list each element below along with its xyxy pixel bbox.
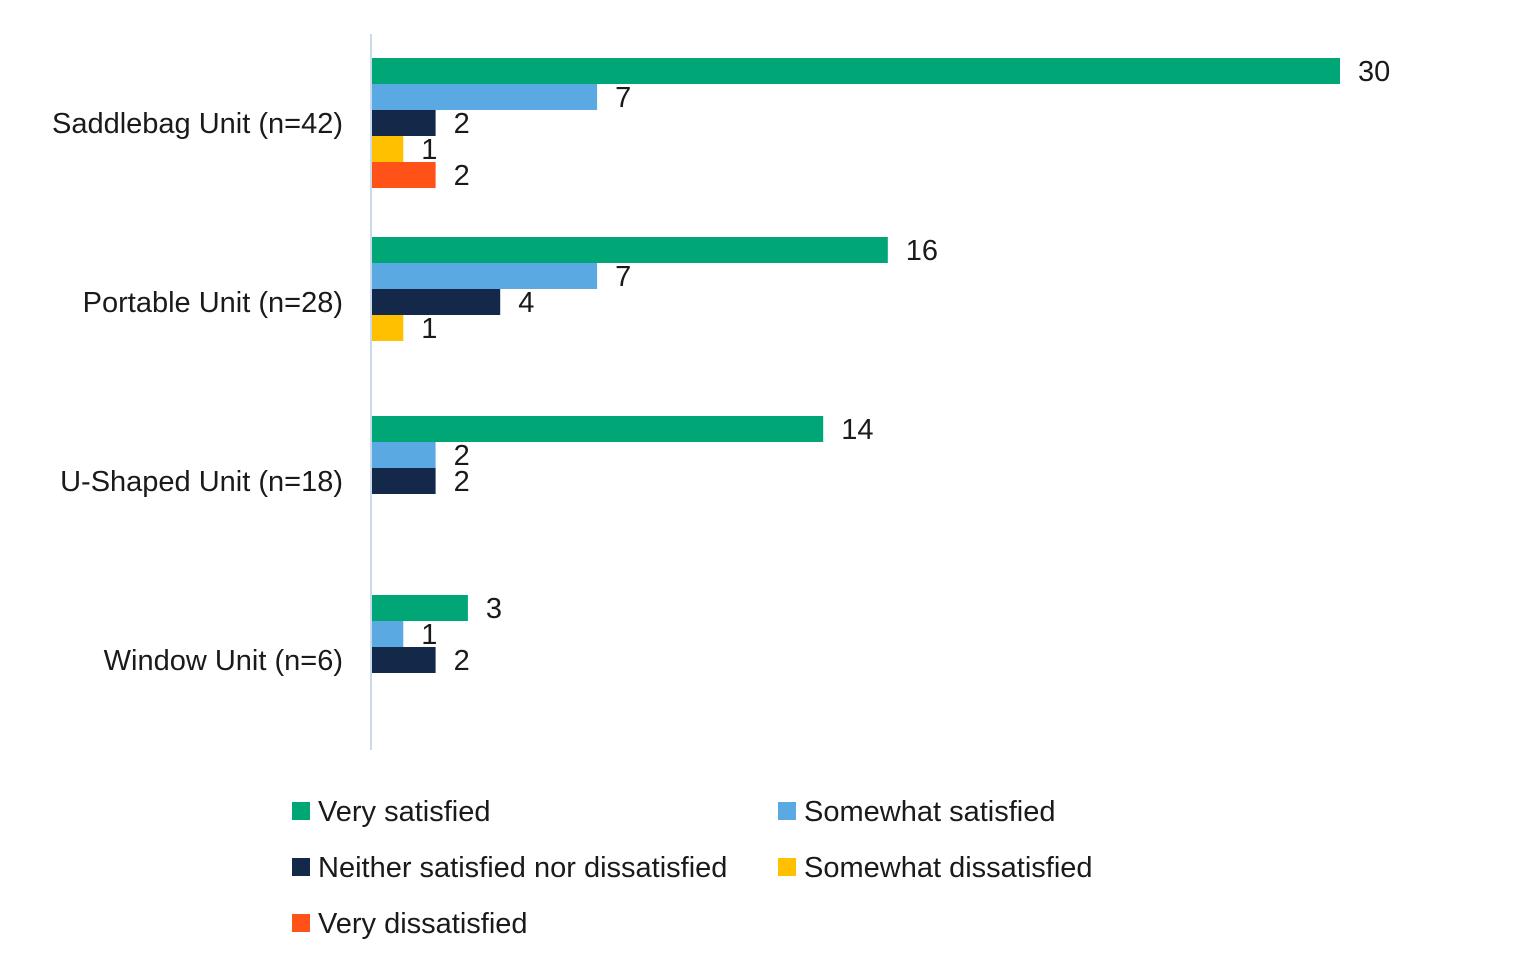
data-label: 2	[454, 108, 470, 140]
data-label: 16	[906, 235, 938, 267]
bar	[372, 621, 404, 647]
data-label: 30	[1358, 56, 1390, 88]
bar	[372, 136, 404, 162]
category-label: Saddlebag Unit (n=42)	[52, 108, 343, 140]
bar	[372, 289, 501, 315]
legend-swatch	[292, 858, 310, 876]
bar	[372, 58, 1340, 84]
data-label: 4	[518, 287, 534, 319]
data-label: 2	[454, 160, 470, 192]
bar	[372, 315, 404, 341]
data-label: 7	[615, 261, 631, 293]
bar	[372, 84, 598, 110]
bar	[372, 595, 468, 621]
category-label: Portable Unit (n=28)	[83, 287, 343, 319]
bar	[372, 237, 888, 263]
data-label: 2	[454, 440, 470, 472]
bar	[372, 162, 436, 188]
legend-label: Very satisfied	[318, 796, 490, 828]
category-label: U-Shaped Unit (n=18)	[60, 466, 343, 498]
category-label: Window Unit (n=6)	[104, 645, 343, 677]
data-label: 2	[454, 645, 470, 677]
legend-swatch	[292, 802, 310, 820]
legend-swatch	[292, 914, 310, 932]
legend-label: Neither satisfied nor dissatisfied	[318, 852, 727, 884]
bar	[372, 647, 436, 673]
data-label: 1	[421, 619, 437, 651]
data-label: 3	[486, 593, 502, 625]
bar	[372, 263, 598, 289]
data-label: 1	[421, 313, 437, 345]
legend-label: Somewhat satisfied	[804, 796, 1055, 828]
data-label: 7	[615, 82, 631, 114]
legend-label: Very dissatisfied	[318, 908, 528, 940]
bar	[372, 416, 824, 442]
bar	[372, 110, 436, 136]
bar	[372, 442, 436, 468]
legend-label: Somewhat dissatisfied	[804, 852, 1093, 884]
data-label: 1	[421, 134, 437, 166]
bar	[372, 468, 436, 494]
data-label: 14	[841, 414, 873, 446]
data-label: 2	[454, 466, 470, 498]
legend-swatch	[778, 802, 796, 820]
legend-swatch	[778, 858, 796, 876]
